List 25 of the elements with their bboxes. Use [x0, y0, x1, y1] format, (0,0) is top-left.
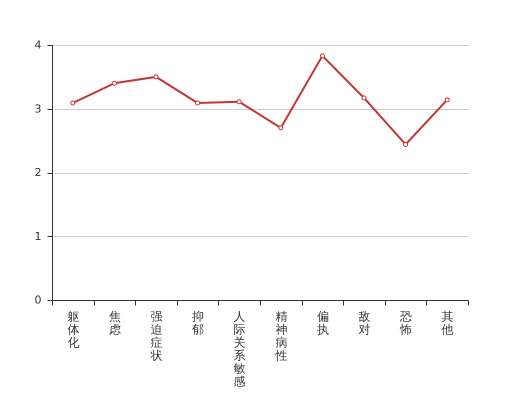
x-tick-label: 强迫症状	[150, 310, 162, 362]
point	[195, 100, 200, 106]
point	[154, 74, 158, 80]
x-tick-label: 偏执	[316, 310, 329, 336]
x-tick-label: 精神病性	[274, 310, 288, 362]
point	[362, 95, 366, 100]
y-tick-label: 1	[34, 230, 42, 243]
y-tick-label: 2	[34, 166, 42, 179]
x-tick-label: 焦虑	[108, 310, 121, 336]
point	[444, 97, 450, 102]
point	[403, 142, 408, 147]
x-tick-label: 躯体化	[67, 310, 80, 350]
y-tick-label: 4	[34, 38, 42, 52]
point	[236, 99, 242, 104]
x-tick-label: 人际关系敏感	[234, 310, 246, 388]
point	[112, 80, 117, 86]
point	[278, 125, 284, 130]
y-tick-label: 0	[34, 294, 42, 306]
x-tick-label: 其他	[442, 310, 454, 336]
x-tick-label: 抑郁	[192, 310, 204, 336]
x-tick-label: 恐怖	[399, 310, 412, 336]
y-tick-label: 3	[34, 102, 42, 116]
point	[320, 53, 325, 58]
x-tick-label: 敌对	[358, 310, 370, 336]
point	[70, 100, 76, 106]
